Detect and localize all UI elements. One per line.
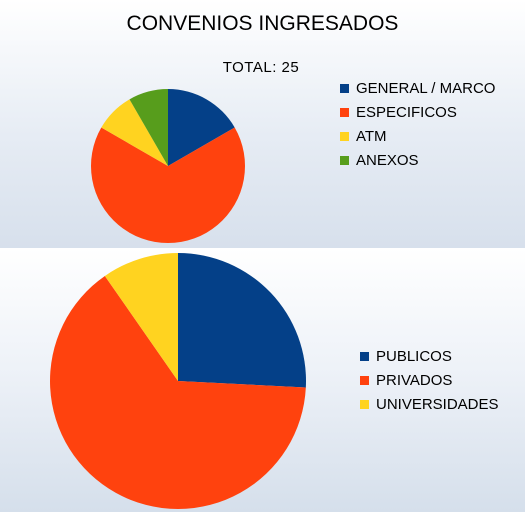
legend-swatch <box>340 131 349 141</box>
legend-item: GENERAL / MARCO <box>340 76 495 100</box>
legend-swatch <box>340 107 349 117</box>
legend-item: UNIVERSIDADES <box>360 392 499 416</box>
pie-slice-0-0 <box>168 89 235 166</box>
pie-slice-0-2 <box>101 99 168 166</box>
legend-item: ESPECIFICOS <box>340 100 495 124</box>
legend-swatch <box>360 351 369 361</box>
legend-item: PUBLICOS <box>360 344 499 368</box>
legend-label: ANEXOS <box>356 151 419 169</box>
pie-slice-1-0 <box>178 253 307 388</box>
pie-bottom <box>50 253 307 509</box>
pie-slice-1-2 <box>104 253 178 381</box>
legend-swatch <box>360 399 369 409</box>
pie-top <box>90 89 246 244</box>
legend-item: ATM <box>340 124 495 148</box>
legend-item: PRIVADOS <box>360 368 499 392</box>
chart-subtitle: TOTAL: 25 <box>222 59 300 76</box>
legend-label: ATM <box>356 127 387 145</box>
legend-swatch <box>340 83 349 93</box>
legend-swatch <box>360 375 369 385</box>
legend-top: GENERAL / MARCO ESPECIFICOS ATM ANEXOS <box>340 76 495 172</box>
pie-slice-1-1 <box>50 275 306 509</box>
legend-swatch <box>340 155 349 165</box>
legend-label: UNIVERSIDADES <box>376 395 499 413</box>
legend-bottom: PUBLICOS PRIVADOS UNIVERSIDADES <box>360 344 499 416</box>
top-chart-panel <box>0 0 525 248</box>
legend-label: ESPECIFICOS <box>356 103 457 121</box>
pie-slice-0-1 <box>90 127 246 244</box>
pie-slice-0-3 <box>129 89 168 166</box>
legend-label: PRIVADOS <box>376 371 453 389</box>
legend-label: PUBLICOS <box>376 347 452 365</box>
legend-item: ANEXOS <box>340 148 495 172</box>
legend-label: GENERAL / MARCO <box>356 79 496 97</box>
chart-title: CONVENIOS INGRESADOS <box>126 12 399 35</box>
